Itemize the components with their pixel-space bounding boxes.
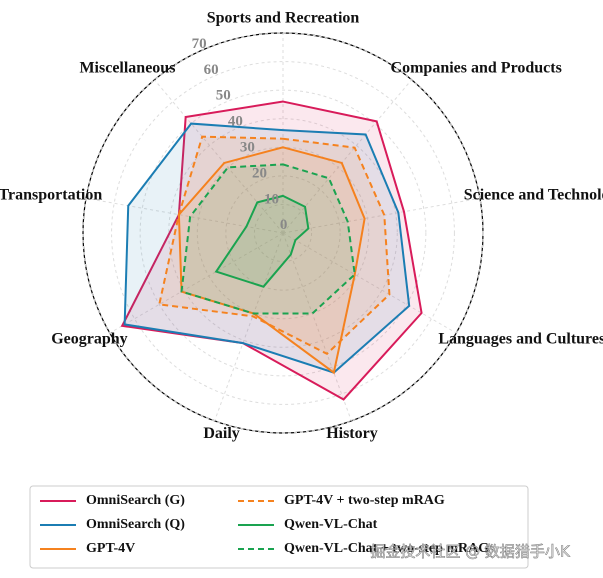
r-tick-label: 50 [216,88,231,104]
r-tick-label: 20 [252,165,267,181]
category-label: Companies and Products [391,60,562,77]
legend-label: OmniSearch (Q) [86,517,185,532]
category-label: History [326,425,378,442]
r-tick-label: 10 [264,191,279,207]
grid-circle [139,89,427,377]
series-area [123,122,411,374]
grid-circle [168,118,398,348]
r-tick-label: 0 [280,217,288,233]
category-label: Science and Technology [464,187,603,204]
series-area [180,163,356,315]
legend-box [29,485,529,569]
legend-label: Qwen-VL-Chat + two-step mRAG [284,541,489,556]
legend-label: GPT-4V + two-step mRAG [284,493,445,508]
category-label: Sports and Recreation [207,10,360,27]
watermark: 掘金技术社区 @ 数据猎手小K [370,543,571,561]
legend-label: Qwen-VL-Chat [284,517,378,532]
r-tick-label: 30 [240,140,255,156]
category-label: Daily [203,425,239,442]
series-area [214,194,310,288]
series-area [158,135,391,356]
category-label: Geography [51,331,127,348]
grid-circle [111,61,455,405]
grid-circle [225,175,341,291]
category-label: Languages and Cultures [438,331,603,348]
category-label: Miscellaneous [79,60,175,77]
r-tick-label: 40 [228,114,243,130]
r-tick-label: 70 [192,36,207,52]
category-label: Transportation [0,187,102,204]
series-area [177,146,366,375]
legend-label: GPT-4V [86,541,135,556]
r-tick-label: 60 [204,62,219,78]
legend-label: OmniSearch (G) [86,493,185,508]
grid-circle [253,203,313,263]
